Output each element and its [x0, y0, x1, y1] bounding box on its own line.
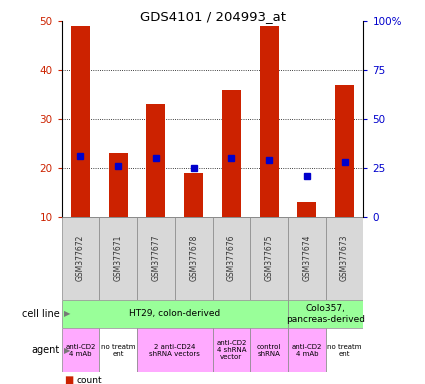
FancyBboxPatch shape	[250, 217, 288, 300]
Text: ▶: ▶	[64, 310, 70, 318]
Bar	[184, 173, 203, 217]
Text: ▶: ▶	[64, 346, 70, 355]
Text: HT29, colon-derived: HT29, colon-derived	[129, 310, 221, 318]
FancyBboxPatch shape	[250, 328, 288, 372]
Text: anti-CD2
4 mAb: anti-CD2 4 mAb	[292, 344, 322, 357]
Bar	[298, 202, 316, 217]
Text: GDS4101 / 204993_at: GDS4101 / 204993_at	[139, 10, 286, 23]
Text: anti-CD2
4 mAb: anti-CD2 4 mAb	[65, 344, 96, 357]
Bar	[147, 104, 165, 217]
Text: GSM377678: GSM377678	[189, 235, 198, 281]
FancyBboxPatch shape	[288, 300, 363, 328]
Text: GSM377673: GSM377673	[340, 235, 349, 281]
Bar	[222, 90, 241, 217]
FancyBboxPatch shape	[212, 328, 250, 372]
Text: anti-CD2
4 shRNA
vector: anti-CD2 4 shRNA vector	[216, 340, 246, 361]
Text: control
shRNA: control shRNA	[257, 344, 281, 357]
FancyBboxPatch shape	[288, 328, 326, 372]
FancyBboxPatch shape	[99, 217, 137, 300]
FancyBboxPatch shape	[175, 217, 212, 300]
Text: count: count	[76, 376, 102, 384]
FancyBboxPatch shape	[326, 217, 363, 300]
Text: GSM377671: GSM377671	[114, 235, 123, 281]
FancyBboxPatch shape	[212, 217, 250, 300]
Text: GSM377674: GSM377674	[302, 235, 311, 281]
Text: GSM377677: GSM377677	[151, 235, 160, 281]
Text: no treatm
ent: no treatm ent	[327, 344, 362, 357]
Text: GSM377675: GSM377675	[265, 235, 274, 281]
Text: GSM377672: GSM377672	[76, 235, 85, 281]
Text: agent: agent	[31, 345, 60, 356]
Bar	[335, 85, 354, 217]
FancyBboxPatch shape	[326, 328, 363, 372]
FancyBboxPatch shape	[137, 328, 212, 372]
Text: Colo357,
pancreas-derived: Colo357, pancreas-derived	[286, 304, 365, 324]
Text: cell line: cell line	[22, 309, 60, 319]
Bar	[109, 153, 127, 217]
Text: GSM377676: GSM377676	[227, 235, 236, 281]
Text: 2 anti-CD24
shRNA vectors: 2 anti-CD24 shRNA vectors	[149, 344, 200, 357]
FancyBboxPatch shape	[99, 328, 137, 372]
FancyBboxPatch shape	[137, 217, 175, 300]
FancyBboxPatch shape	[62, 300, 288, 328]
Text: no treatm
ent: no treatm ent	[101, 344, 136, 357]
Bar	[71, 26, 90, 217]
Text: ■: ■	[64, 375, 73, 384]
FancyBboxPatch shape	[62, 217, 99, 300]
FancyBboxPatch shape	[288, 217, 326, 300]
FancyBboxPatch shape	[62, 328, 99, 372]
Bar	[260, 26, 278, 217]
